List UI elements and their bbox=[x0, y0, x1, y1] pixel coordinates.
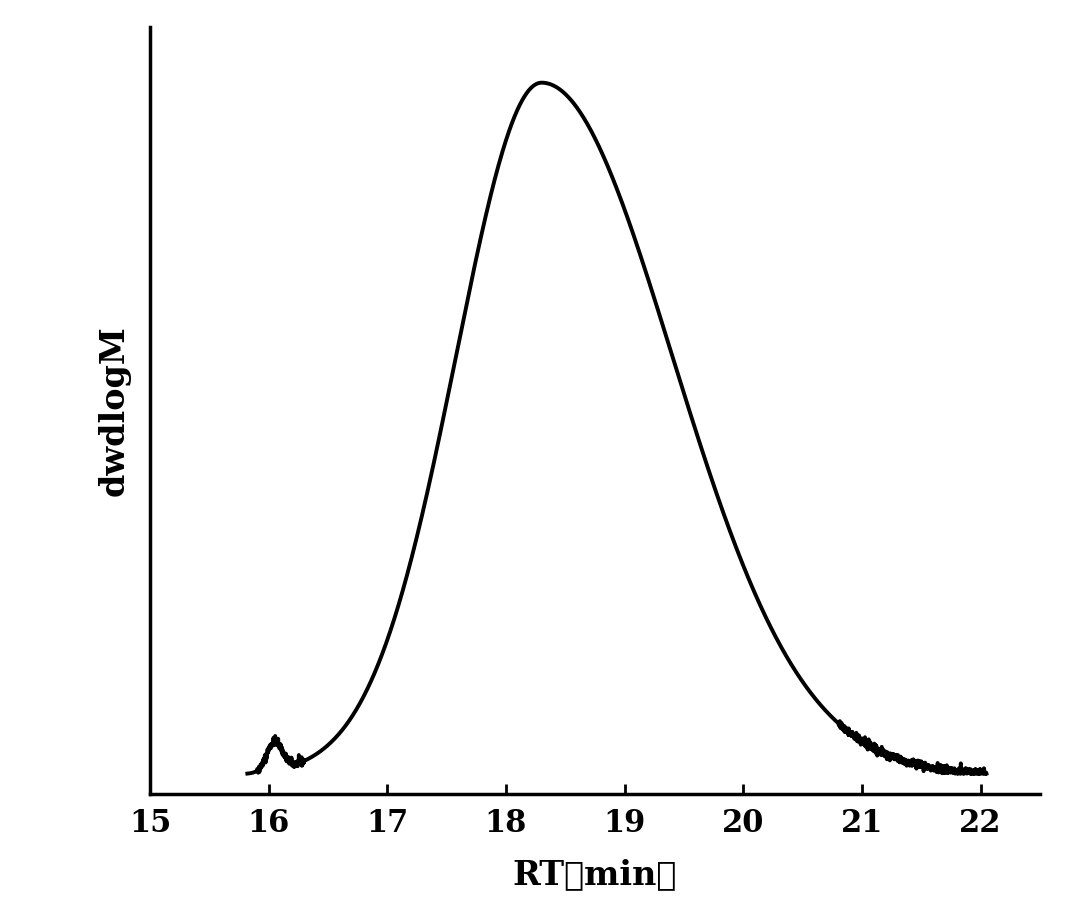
X-axis label: RT（min）: RT（min） bbox=[512, 858, 678, 892]
Y-axis label: dwdlogM: dwdlogM bbox=[98, 325, 131, 497]
